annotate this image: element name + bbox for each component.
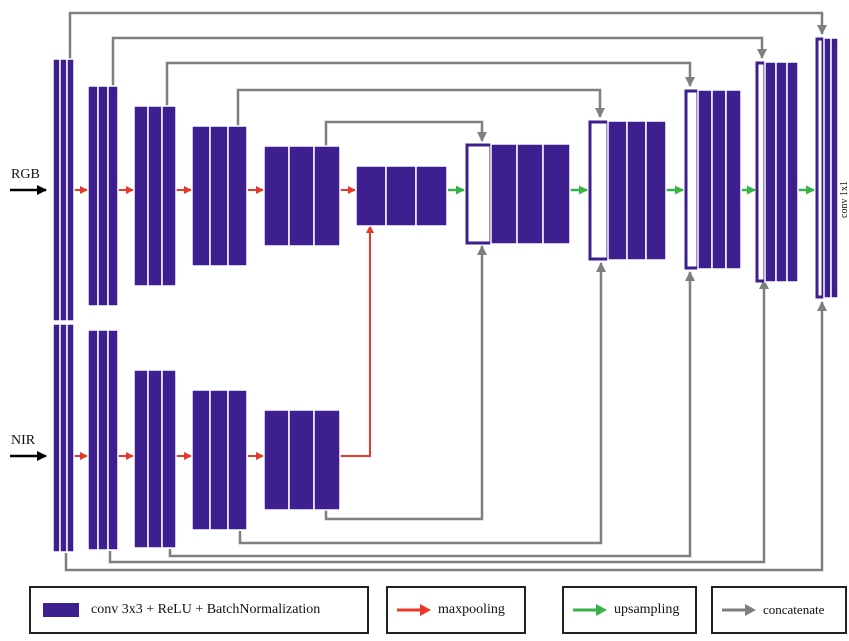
skip-connections (64, 11, 827, 572)
rgb-enc-block-3 (133, 105, 177, 287)
rgb-label: RGB (11, 167, 40, 182)
legend-maxpool-label: maxpooling (438, 602, 505, 617)
skip-rgb-3 (165, 61, 695, 106)
input-arrows (10, 185, 47, 461)
skip-nir-4 (238, 262, 606, 545)
legend-upsample: upsampling (562, 586, 697, 634)
rgb-enc-block-1 (52, 58, 75, 322)
maxpool-nir-5 (338, 225, 374, 457)
nir-enc-block-3 (133, 369, 177, 549)
conv-swatch (43, 603, 79, 617)
nir-enc-block-1 (52, 323, 75, 553)
legend-conv-label: conv 3x3 + ReLU + BatchNormalization (91, 602, 321, 617)
skip-nir-2 (108, 279, 769, 564)
dec-block-3 (684, 89, 742, 270)
skip-nir-5 (324, 245, 487, 521)
legend-upsample-label: upsampling (614, 602, 680, 617)
legend-concat-label: concatenate (763, 602, 825, 617)
nir-enc-block-2 (87, 329, 119, 551)
bottleneck-block (355, 165, 448, 227)
dec-block-5 (815, 37, 839, 299)
legend-conv: conv 3x3 + ReLU + BatchNormalization (29, 586, 369, 634)
dec-block-1 (465, 143, 571, 245)
legend-maxpool: maxpooling (386, 586, 526, 634)
decoder (465, 37, 839, 299)
maxpool-arrows (74, 186, 374, 460)
conv-1x1-label: conv 1x1 (839, 181, 849, 218)
rgb-enc-block-4 (191, 125, 248, 267)
skip-nir-1 (64, 301, 827, 572)
red-arrow-icon (397, 604, 431, 616)
rgb-enc-block-5 (263, 145, 341, 247)
gray-arrow-icon (722, 604, 756, 616)
skip-rgb-1 (68, 11, 827, 60)
skip-rgb-4 (236, 88, 605, 126)
skip-rgb-5 (324, 120, 487, 146)
green-arrow-icon (573, 604, 607, 616)
nir-enc-block-5 (263, 409, 341, 511)
dec-block-2 (588, 120, 667, 261)
rgb-encoder (52, 58, 341, 322)
nir-label: NIR (11, 433, 36, 448)
unet-diagram: RGB NIR (10, 11, 849, 572)
nir-enc-block-4 (191, 389, 248, 531)
skip-rgb-2 (111, 36, 767, 86)
skip-nir-3 (168, 271, 695, 558)
rgb-enc-block-2 (87, 85, 119, 307)
dec-block-4 (755, 61, 799, 283)
nir-encoder (52, 323, 341, 553)
legend-concat: concatenate (711, 586, 847, 634)
